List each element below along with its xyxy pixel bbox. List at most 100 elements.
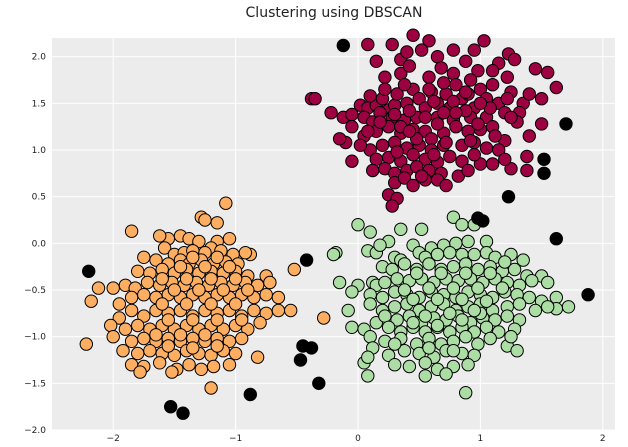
data-point <box>402 124 417 139</box>
data-point <box>192 283 206 297</box>
data-point <box>471 281 485 295</box>
data-point <box>153 229 167 243</box>
data-point <box>91 281 106 295</box>
data-point <box>363 89 377 103</box>
data-point <box>467 303 481 318</box>
data-point <box>271 290 286 305</box>
y-tick-label: −1.5 <box>24 379 46 389</box>
data-point <box>165 365 179 379</box>
data-point <box>253 316 267 330</box>
y-tick-label: −2.0 <box>24 426 46 436</box>
data-point <box>422 341 436 355</box>
data-point <box>559 117 573 131</box>
data-point <box>345 154 359 168</box>
data-point <box>485 157 500 171</box>
data-point <box>216 283 231 297</box>
data-point <box>390 313 404 327</box>
data-point <box>446 43 461 57</box>
data-point <box>390 87 404 101</box>
data-point <box>537 166 551 181</box>
data-point <box>250 350 265 364</box>
data-point <box>293 353 308 367</box>
data-point <box>263 275 277 290</box>
data-point <box>449 120 463 134</box>
data-point <box>228 297 243 311</box>
data-point <box>561 300 576 314</box>
data-point <box>332 275 347 290</box>
data-point <box>206 359 221 374</box>
data-point <box>461 163 475 178</box>
data-point <box>363 225 377 239</box>
data-point <box>192 234 206 249</box>
data-point <box>500 70 514 84</box>
chart-title: Clustering using DBSCAN <box>246 5 423 21</box>
data-point <box>341 303 355 318</box>
data-point <box>84 294 98 308</box>
x-axis: −2 −1 0 1 2 <box>107 434 606 444</box>
data-point <box>116 344 130 358</box>
data-point <box>455 313 469 327</box>
data-point <box>112 311 127 325</box>
data-point <box>216 322 231 336</box>
data-point <box>510 344 524 358</box>
x-tick-label: 0 <box>355 434 361 444</box>
y-tick-label: −0.5 <box>24 286 46 296</box>
data-point <box>507 262 522 277</box>
data-point <box>131 346 145 361</box>
data-point <box>143 344 157 358</box>
data-point <box>520 149 534 164</box>
data-point <box>317 311 331 325</box>
y-tick-label: 2.0 <box>32 53 47 63</box>
data-point <box>373 115 387 129</box>
data-point <box>522 87 536 101</box>
data-point <box>235 331 249 346</box>
data-point <box>485 78 500 92</box>
data-point <box>210 216 224 230</box>
scatter-points <box>79 28 595 420</box>
data-point <box>345 120 359 134</box>
x-tick-label: 2 <box>600 434 606 444</box>
data-point <box>446 210 461 224</box>
data-point <box>504 162 518 176</box>
data-point <box>284 303 298 318</box>
data-point <box>394 222 408 237</box>
data-point <box>222 358 237 372</box>
data-point <box>434 61 448 75</box>
data-point <box>402 359 417 374</box>
data-point <box>522 290 536 305</box>
data-point <box>137 250 151 264</box>
data-point <box>488 313 502 327</box>
data-point <box>385 199 399 213</box>
data-point <box>164 400 178 414</box>
data-point <box>455 292 469 306</box>
y-tick-label: −1.0 <box>24 333 46 343</box>
data-point <box>437 76 451 90</box>
data-point <box>388 358 402 372</box>
data-point <box>446 260 461 274</box>
data-point <box>525 274 539 288</box>
data-point <box>473 82 488 97</box>
data-point <box>479 320 494 334</box>
data-point <box>479 234 494 249</box>
data-point <box>118 322 133 336</box>
data-point <box>106 330 120 344</box>
data-point <box>210 313 224 327</box>
data-point <box>406 316 420 330</box>
data-point <box>418 309 432 323</box>
data-point <box>124 224 139 238</box>
data-point <box>471 262 485 277</box>
data-point <box>443 246 457 260</box>
data-point <box>332 132 347 146</box>
data-point <box>498 152 512 167</box>
data-point <box>194 362 209 376</box>
data-point <box>186 341 200 355</box>
data-point <box>137 309 151 323</box>
data-point <box>324 106 338 120</box>
data-point <box>388 300 402 314</box>
data-point <box>397 78 412 92</box>
data-point <box>167 348 182 362</box>
data-point <box>271 303 286 318</box>
data-point <box>414 222 429 237</box>
data-point <box>534 92 549 106</box>
data-point <box>304 341 319 355</box>
